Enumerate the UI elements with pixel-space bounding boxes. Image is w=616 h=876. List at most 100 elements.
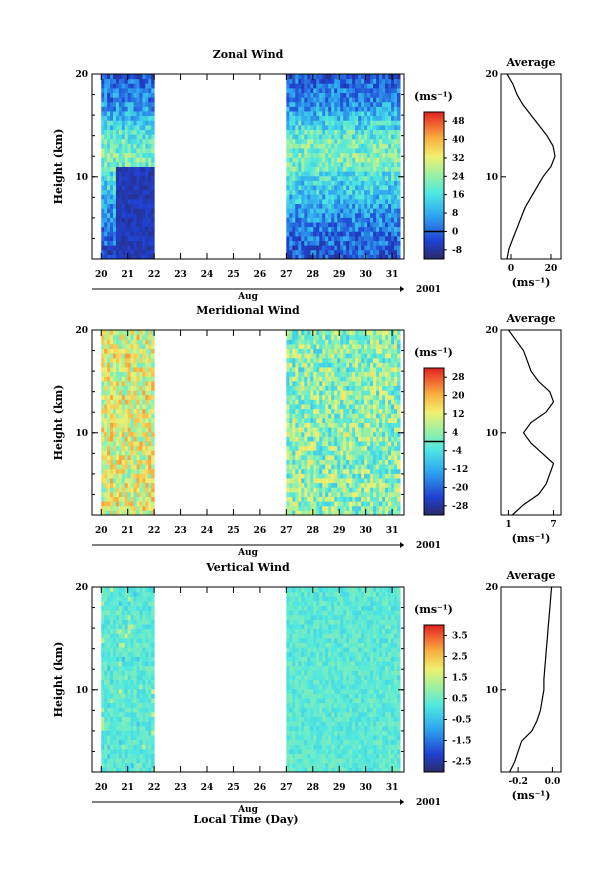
heat-cell xyxy=(376,362,380,368)
heat-cell xyxy=(397,203,401,209)
heat-cell xyxy=(304,380,308,386)
heat-cell xyxy=(148,482,152,488)
heat-cell xyxy=(325,505,329,511)
heat-cell xyxy=(397,408,401,414)
heat-cell xyxy=(307,235,311,241)
heat-cell xyxy=(313,413,317,419)
heat-cell xyxy=(104,231,108,237)
heat-cell xyxy=(104,129,108,135)
heat-cell xyxy=(364,482,368,488)
heat-cell xyxy=(340,371,344,377)
heat-cell xyxy=(110,661,114,667)
colorbar-tick-label: 12 xyxy=(452,410,465,420)
heat-cell xyxy=(397,362,401,368)
heat-cell xyxy=(316,249,320,255)
heat-cell xyxy=(110,417,114,423)
heat-cell xyxy=(391,222,395,228)
heat-cell xyxy=(328,459,332,465)
heat-cell xyxy=(325,487,329,493)
heat-cell xyxy=(397,510,401,516)
heat-cell xyxy=(121,339,126,345)
heat-cell xyxy=(322,348,326,354)
heat-cell xyxy=(352,496,356,502)
heat-cell xyxy=(388,217,392,223)
heat-cell xyxy=(142,362,146,368)
heat-cell xyxy=(385,367,389,373)
heat-cell xyxy=(388,505,392,511)
heat-cell xyxy=(379,445,383,451)
heat-cell xyxy=(295,501,299,507)
heat-cell xyxy=(139,496,143,502)
heat-cell xyxy=(121,198,126,204)
heat-cell xyxy=(113,367,117,373)
heat-cell xyxy=(148,157,152,163)
heat-cell xyxy=(121,231,126,237)
heat-cell xyxy=(115,120,120,126)
heat-cell xyxy=(148,180,152,186)
heat-cell xyxy=(343,185,347,191)
heat-cell xyxy=(331,194,335,200)
heat-cell xyxy=(151,240,155,246)
heat-cell xyxy=(304,417,308,423)
heat-cell xyxy=(388,348,392,354)
heat-cell xyxy=(301,171,305,177)
heat-cell xyxy=(358,74,362,80)
heat-cell xyxy=(388,249,392,255)
heat-cell xyxy=(313,427,317,433)
heat-cell xyxy=(358,353,362,359)
heat-cell xyxy=(331,417,335,423)
heat-cell xyxy=(361,422,365,428)
heat-cell xyxy=(391,445,395,451)
heat-cell xyxy=(101,445,105,451)
heat-cell xyxy=(379,111,383,117)
heat-cell xyxy=(328,454,332,460)
heat-cell xyxy=(118,619,123,625)
heat-cell xyxy=(101,744,105,750)
heat-cell xyxy=(382,482,386,488)
heat-cell xyxy=(292,134,296,140)
heat-cell xyxy=(385,330,389,336)
heat-cell xyxy=(107,605,111,611)
heat-cell xyxy=(151,459,155,465)
heat-cell xyxy=(322,101,326,107)
heat-cell xyxy=(136,501,140,507)
heat-cell xyxy=(340,222,344,228)
heat-cell xyxy=(113,744,117,750)
heat-cell xyxy=(316,334,320,340)
heat-cell xyxy=(388,212,392,218)
heat-cell xyxy=(358,367,362,373)
heat-cell xyxy=(376,189,380,195)
heat-cell xyxy=(358,175,362,181)
heat-cell xyxy=(118,725,123,731)
heat-cell xyxy=(328,367,332,373)
heat-cell xyxy=(115,619,120,625)
heat-cell xyxy=(394,390,398,396)
heat-cell xyxy=(316,217,320,223)
heat-cell xyxy=(295,208,299,214)
heat-cell xyxy=(304,198,308,204)
heat-cell xyxy=(136,212,140,218)
heat-cell xyxy=(133,478,138,484)
heat-cell xyxy=(388,436,392,442)
heat-cell xyxy=(331,487,335,493)
heat-cell xyxy=(394,189,398,195)
heat-cell xyxy=(301,92,305,98)
heat-cell xyxy=(334,231,338,237)
heat-cell xyxy=(301,143,305,149)
heat-cell xyxy=(397,157,401,163)
heat-cell xyxy=(127,478,132,484)
heat-cell xyxy=(391,78,395,84)
heat-cell xyxy=(133,505,138,511)
heat-cell xyxy=(352,510,356,516)
heat-cell xyxy=(104,473,108,479)
heat-cell xyxy=(340,441,344,447)
heat-cell xyxy=(394,194,398,200)
heat-cell xyxy=(148,217,152,223)
heat-cell xyxy=(379,143,383,149)
heat-cell xyxy=(139,152,143,158)
heat-cell xyxy=(121,180,126,186)
heat-cell xyxy=(139,394,143,400)
heat-cell xyxy=(334,404,338,410)
heat-cell xyxy=(110,203,114,209)
heat-cell xyxy=(385,468,389,474)
